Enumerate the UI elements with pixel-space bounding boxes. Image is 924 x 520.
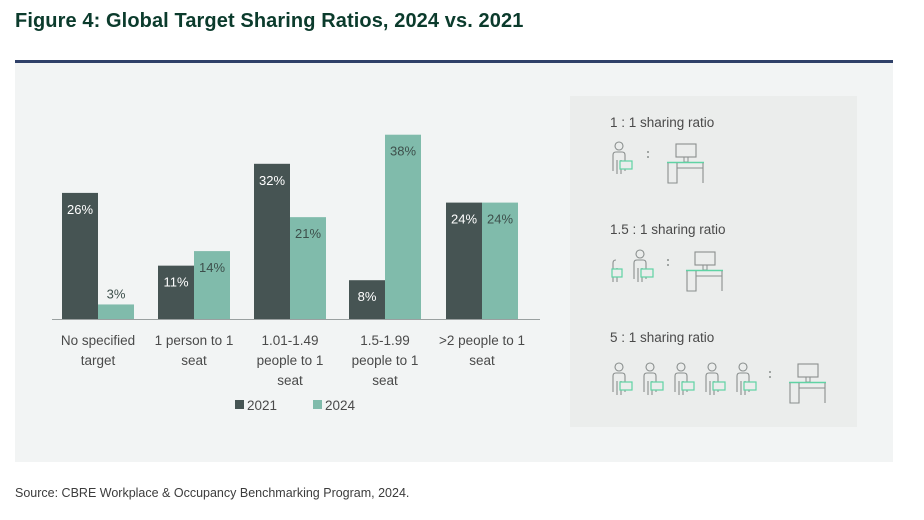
bar-2021-3 xyxy=(349,280,385,319)
bar-2024-4 xyxy=(482,202,518,319)
bar-2024-3 xyxy=(385,134,421,319)
category-label-2: people to 1 xyxy=(257,353,324,368)
category-label-3: 1.5-1.99 xyxy=(360,333,410,348)
title-divider xyxy=(15,60,893,63)
data-label-2024-4: 24% xyxy=(487,212,513,227)
figure-title: Figure 4: Global Target Sharing Ratios, … xyxy=(15,10,524,32)
ratio-label-5-1: 5 : 1 sharing ratio xyxy=(610,330,715,345)
bar-2024-0 xyxy=(98,304,134,319)
data-label-2021-1: 11% xyxy=(163,275,188,290)
bar-2024-1 xyxy=(194,251,230,319)
category-label-4: seat xyxy=(469,353,495,368)
category-label-2: seat xyxy=(277,373,303,388)
sharing-ratio-legend-panel xyxy=(570,96,857,427)
bar-2021-1 xyxy=(158,265,194,319)
legend-label-2024: 2024 xyxy=(325,398,356,413)
legend-swatch-2024 xyxy=(313,400,322,409)
bar-chart: 26% 3% No specified target 11% 14% 1 person to… xyxy=(52,134,540,413)
data-label-2021-0: 26% xyxy=(67,202,93,217)
data-label-2024-3: 38% xyxy=(390,144,416,159)
data-label-2021-3: 8% xyxy=(358,289,377,304)
data-label-2021-4: 24% xyxy=(451,212,477,227)
category-label-3: people to 1 xyxy=(352,353,419,368)
category-label-3: seat xyxy=(372,373,398,388)
legend-swatch-2021 xyxy=(235,400,244,409)
ratio-label-1-5-1: 1.5 : 1 sharing ratio xyxy=(610,222,726,237)
category-label-0: No specified xyxy=(61,333,135,348)
category-label-4: >2 people to 1 xyxy=(439,333,525,348)
data-label-2024-2: 21% xyxy=(295,226,321,241)
ratio-label-1-1: 1 : 1 sharing ratio xyxy=(610,115,715,130)
legend-label-2021: 2021 xyxy=(247,398,277,413)
category-label-1: seat xyxy=(181,353,207,368)
category-label-0: target xyxy=(81,353,116,368)
bar-2021-2 xyxy=(254,163,290,319)
data-label-2024-1: 14% xyxy=(199,260,225,275)
source-note: Source: CBRE Workplace & Occupancy Bench… xyxy=(15,486,410,500)
bar-2021-0 xyxy=(62,192,98,319)
data-label-2021-2: 32% xyxy=(259,173,285,188)
category-label-2: 1.01-1.49 xyxy=(261,333,318,348)
data-label-2024-0: 3% xyxy=(107,286,126,301)
bar-2021-4 xyxy=(446,202,482,319)
bar-2024-2 xyxy=(290,217,326,319)
category-label-1: 1 person to 1 xyxy=(155,333,234,348)
